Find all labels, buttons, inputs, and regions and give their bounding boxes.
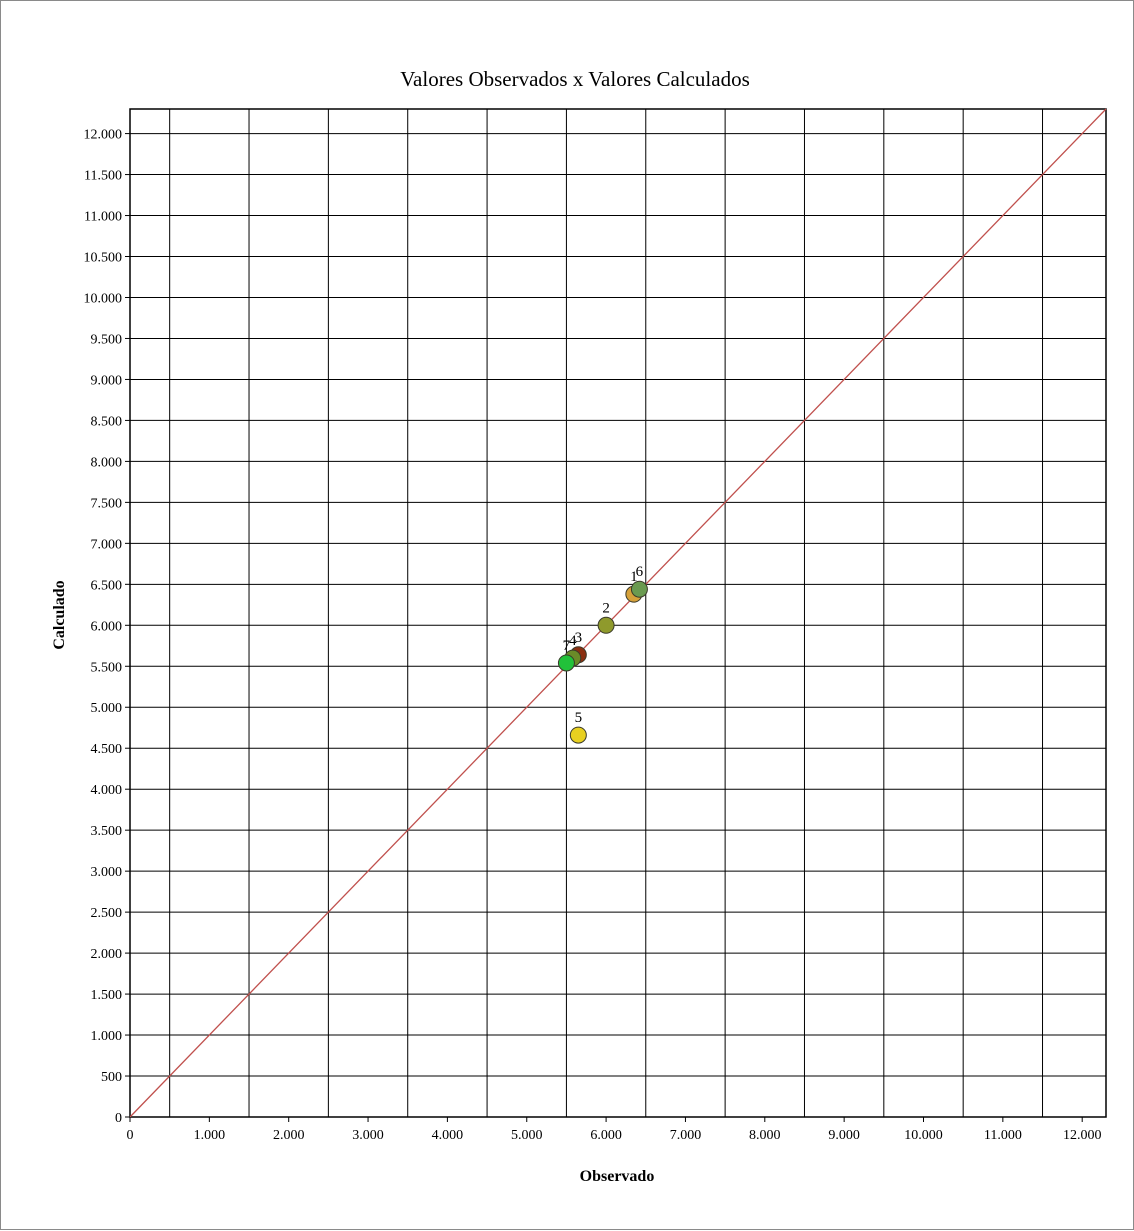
- data-point-label: 6: [636, 564, 644, 580]
- y-tick-label: 3.500: [91, 824, 123, 839]
- x-axis-label: Observado: [580, 1168, 655, 1185]
- x-tick-label: 11.000: [984, 1128, 1022, 1143]
- y-tick-label: 8.000: [91, 455, 123, 470]
- y-tick-label: 2.000: [91, 947, 123, 962]
- y-tick-label: 1.000: [91, 1029, 123, 1044]
- x-tick-label: 5.000: [511, 1128, 543, 1143]
- x-tick-label: 4.000: [432, 1128, 464, 1143]
- x-axis-ticks: 0 1.000 2.000 3.000 4.000 5.000 6.000 7.000 8.00…: [127, 1117, 1102, 1143]
- x-tick-label: 3.000: [352, 1128, 384, 1143]
- y-tick-label: 500: [101, 1070, 122, 1085]
- y-tick-label: 11.500: [84, 169, 122, 184]
- data-point: [557, 654, 575, 672]
- data-point: [569, 726, 587, 744]
- x-tick-label: 0: [127, 1128, 134, 1143]
- y-tick-label: 10.500: [84, 251, 123, 266]
- x-tick-label: 6.000: [590, 1128, 622, 1143]
- data-point-label: 3: [575, 630, 583, 646]
- y-tick-label: 9.500: [91, 332, 123, 347]
- y-tick-label: 5.000: [91, 701, 123, 716]
- x-tick-label: 7.000: [670, 1128, 702, 1143]
- x-tick-label: 8.000: [749, 1128, 781, 1143]
- y-tick-label: 4.500: [91, 742, 123, 757]
- data-point-label: 7: [563, 638, 571, 654]
- x-tick-label: 2.000: [273, 1128, 305, 1143]
- x-tick-label: 9.000: [828, 1128, 860, 1143]
- y-tick-label: 11.000: [84, 210, 122, 225]
- y-tick-label: 3.000: [91, 865, 123, 880]
- y-axis-ticks: 0 500 1.000 1.500 2.000 2.500 3.000 3.500 4.000 4…: [84, 128, 130, 1126]
- x-tick-label: 1.000: [194, 1128, 226, 1143]
- x-tick-label: 10.000: [904, 1128, 943, 1143]
- y-axis-label: Calculado: [51, 580, 68, 649]
- plot-area: [129, 108, 1107, 1118]
- data-point: [597, 616, 615, 634]
- data-point-label: 5: [575, 710, 583, 726]
- y-tick-label: 5.500: [91, 660, 123, 675]
- chart-title: Valores Observados x Valores Calculados: [400, 67, 750, 91]
- y-tick-label: 9.000: [91, 373, 123, 388]
- x-tick-label: 12.000: [1063, 1128, 1102, 1143]
- data-point-label: 4: [569, 633, 577, 649]
- y-tick-label: 8.500: [91, 414, 123, 429]
- reference-line: [129, 108, 1107, 1118]
- y-tick-label: 6.500: [91, 578, 123, 593]
- y-tick-label: 1.500: [91, 988, 123, 1003]
- data-points: 1 2 34 5 6 7: [557, 564, 648, 744]
- y-tick-label: 7.500: [91, 496, 123, 511]
- y-tick-label: 0: [115, 1111, 122, 1126]
- data-point-label: 1: [630, 569, 638, 585]
- data-point-label: 2: [602, 600, 610, 616]
- y-tick-label: 6.000: [91, 619, 123, 634]
- grid-lines: [130, 109, 1106, 1118]
- y-tick-label: 2.500: [91, 906, 123, 921]
- y-tick-label: 7.000: [91, 537, 123, 552]
- data-point: [630, 580, 648, 598]
- y-tick-label: 4.000: [91, 783, 123, 798]
- y-tick-label: 10.000: [84, 291, 123, 306]
- y-tick-label: 12.000: [84, 128, 123, 143]
